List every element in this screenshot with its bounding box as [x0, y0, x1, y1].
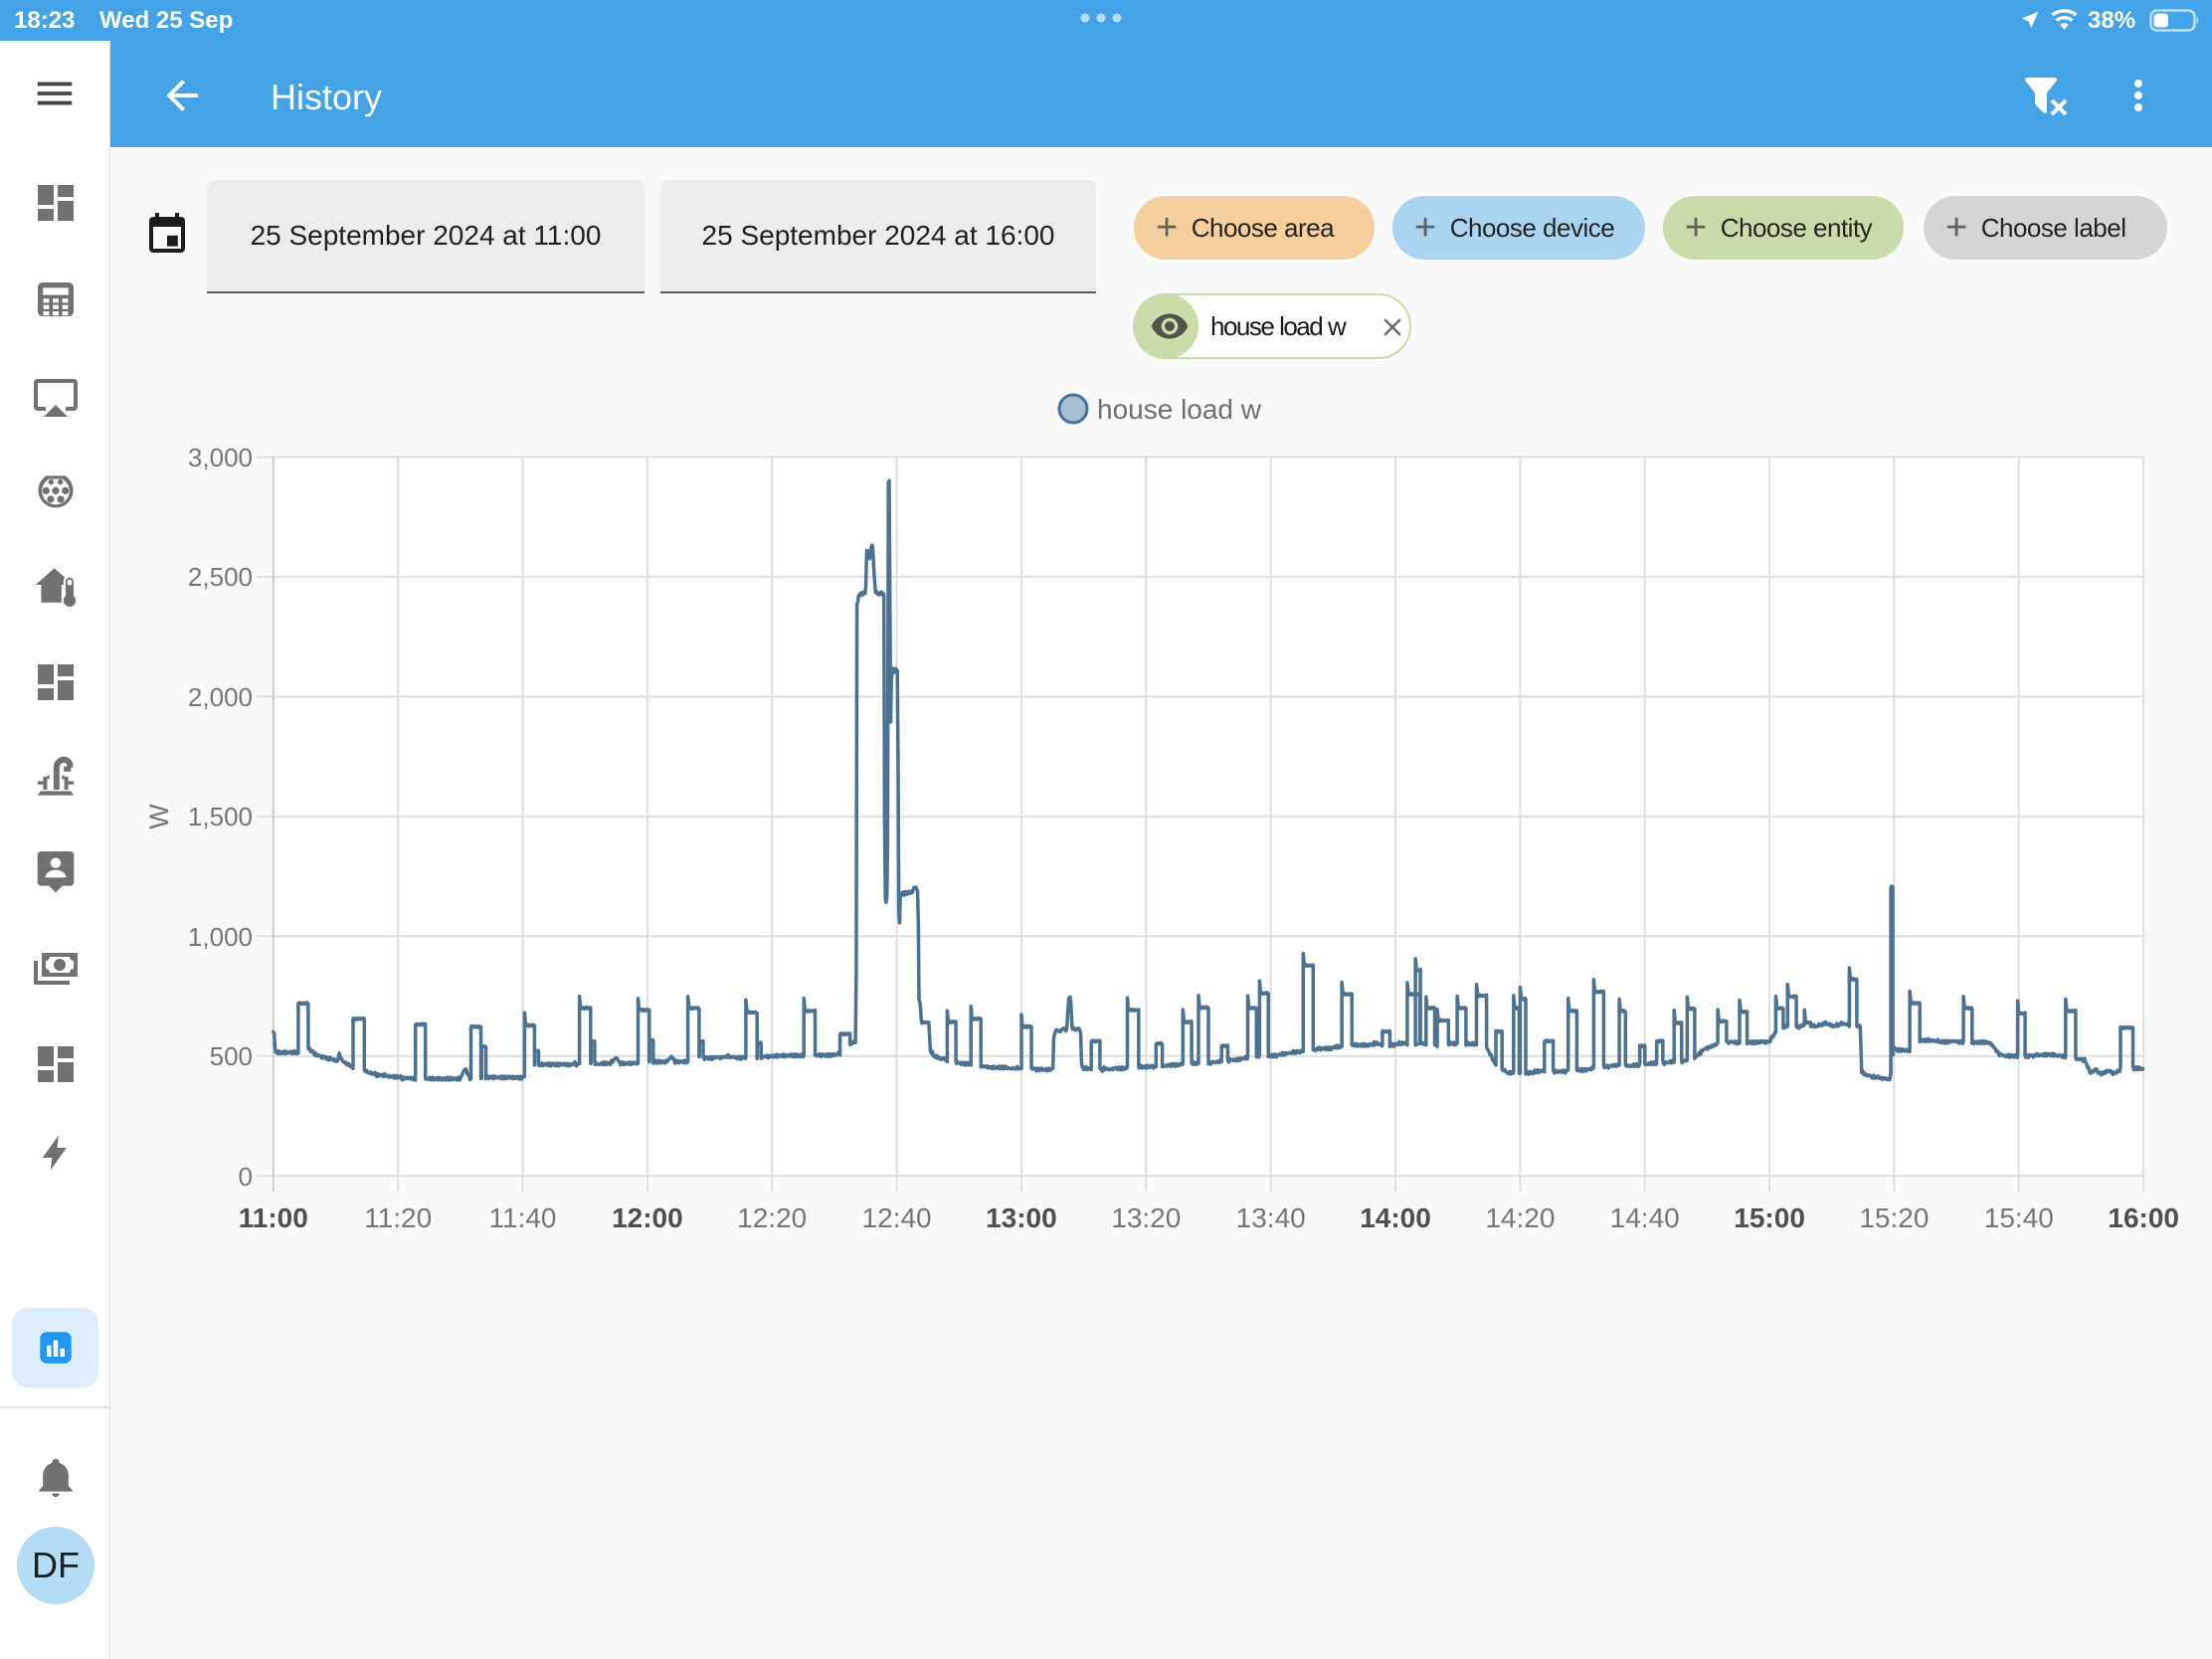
svg-text:1,500: 1,500	[188, 802, 253, 831]
svg-text:12:00: 12:00	[612, 1202, 683, 1233]
svg-text:W: W	[144, 804, 174, 830]
svg-text:14:40: 14:40	[1610, 1202, 1680, 1233]
svg-text:12:40: 12:40	[862, 1202, 932, 1233]
svg-text:16:00: 16:00	[2108, 1202, 2179, 1233]
svg-text:2,500: 2,500	[188, 562, 253, 592]
svg-text:15:40: 15:40	[1984, 1202, 2054, 1233]
svg-text:house load w: house load w	[1097, 394, 1262, 425]
svg-text:11:40: 11:40	[489, 1202, 557, 1233]
svg-text:13:40: 13:40	[1236, 1202, 1306, 1233]
svg-text:11:00: 11:00	[239, 1202, 308, 1233]
svg-text:14:00: 14:00	[1360, 1202, 1431, 1233]
svg-text:11:20: 11:20	[364, 1202, 432, 1233]
svg-text:500: 500	[210, 1041, 253, 1071]
svg-text:15:20: 15:20	[1859, 1202, 1929, 1233]
svg-text:1,000: 1,000	[188, 922, 253, 952]
svg-text:13:20: 13:20	[1111, 1202, 1181, 1233]
svg-text:12:20: 12:20	[737, 1202, 807, 1233]
svg-text:14:20: 14:20	[1485, 1202, 1555, 1233]
svg-text:0: 0	[239, 1162, 253, 1192]
svg-text:3,000: 3,000	[188, 443, 253, 472]
svg-text:2,000: 2,000	[188, 682, 253, 712]
svg-text:15:00: 15:00	[1734, 1202, 1805, 1233]
svg-text:13:00: 13:00	[986, 1202, 1057, 1233]
